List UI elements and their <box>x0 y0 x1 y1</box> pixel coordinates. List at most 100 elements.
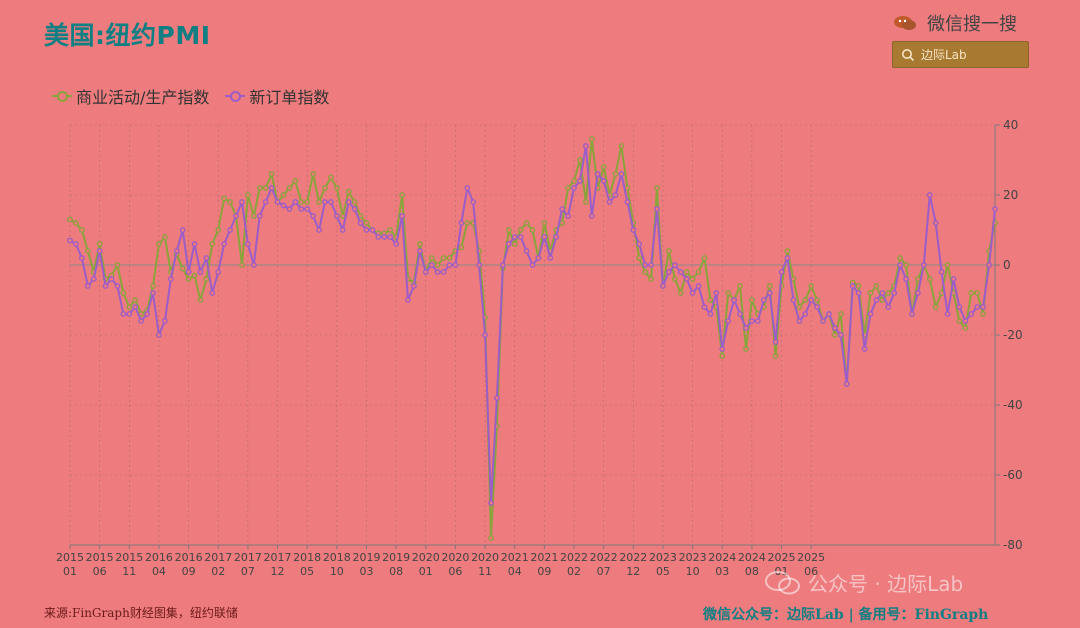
series-new-orders-point <box>731 297 737 303</box>
series-production-point <box>832 332 838 338</box>
series-production-point <box>488 535 494 541</box>
series-new-orders-point <box>286 206 293 212</box>
series-production-point <box>67 216 73 223</box>
series-production-point <box>749 297 755 303</box>
series-new-orders-point <box>298 206 305 212</box>
series-new-orders-line <box>69 145 996 504</box>
wechat-icon <box>894 16 916 30</box>
series-production-point <box>239 262 245 268</box>
series-new-orders-point <box>909 311 915 317</box>
series-new-orders-point <box>968 311 975 317</box>
series-new-orders-point <box>826 311 832 317</box>
series-new-orders-point <box>162 318 168 324</box>
series-new-orders-point <box>938 269 945 275</box>
series-new-orders-point <box>571 185 577 191</box>
series-new-orders-point <box>873 297 880 303</box>
series-new-orders-point <box>239 199 245 205</box>
series-new-orders-point <box>322 199 328 205</box>
x-tick-label-month: 07 <box>597 565 611 578</box>
series-production-point <box>725 290 732 296</box>
series-new-orders-point <box>452 262 459 268</box>
wechat-search-brand[interactable]: 微信搜一搜 <box>893 10 1017 36</box>
x-tick-label-month: 06 <box>448 565 462 578</box>
series-new-orders-point <box>784 255 791 261</box>
series-new-orders-point <box>754 318 761 324</box>
series-new-orders-point <box>802 311 809 317</box>
series-new-orders-point <box>926 192 933 198</box>
series-new-orders-point <box>505 241 512 247</box>
series-new-orders-point <box>974 304 981 310</box>
search-box[interactable]: 边际Lab <box>892 41 1029 68</box>
series-new-orders-point <box>132 304 139 310</box>
series-new-orders-point <box>494 395 500 401</box>
x-tick-label-year: 2020 <box>471 551 499 564</box>
series-production-point <box>221 195 228 202</box>
series-production-point <box>250 213 257 219</box>
series-new-orders-point <box>262 199 269 205</box>
series-new-orders-point <box>861 346 868 352</box>
x-tick-label-year: 2019 <box>352 551 380 564</box>
series-production-point <box>915 276 921 282</box>
series-new-orders-point <box>689 290 696 296</box>
series-new-orders-point <box>962 318 969 324</box>
legend-item-new-orders[interactable]: 新订单指数 <box>225 84 329 108</box>
series-new-orders-point <box>381 234 388 240</box>
series-production-point <box>867 290 874 296</box>
series-production-point <box>689 276 696 282</box>
x-tick-label-month: 04 <box>152 565 166 578</box>
series-new-orders-point <box>500 262 506 268</box>
series-new-orders-point <box>642 262 649 268</box>
series-production-point <box>571 178 577 184</box>
x-tick-label-month: 06 <box>93 565 107 578</box>
series-production-point <box>517 227 524 233</box>
x-tick-label-month: 03 <box>359 565 373 578</box>
search-text: 边际Lab <box>921 48 967 62</box>
series-production-point <box>245 192 251 198</box>
series-new-orders-point <box>630 227 637 233</box>
x-tick-label-year: 2021 <box>530 551 558 564</box>
series-production-point <box>310 171 316 177</box>
series-new-orders-point <box>517 234 524 240</box>
series-new-orders-point <box>84 283 91 289</box>
series-new-orders-point <box>808 297 815 303</box>
legend-item-production[interactable]: 商业活动/生产指数 <box>52 84 209 108</box>
x-tick-label-year: 2023 <box>649 551 677 564</box>
series-new-orders-point <box>820 318 826 324</box>
series-new-orders-point <box>156 332 162 338</box>
x-tick-label-year: 2023 <box>679 551 707 564</box>
footer-account: 微信公众号：边际Lab | 备用号：FinGraph <box>703 607 989 623</box>
x-tick-label-year: 2017 <box>264 551 292 564</box>
series-new-orders-point <box>292 199 299 205</box>
series-production-point <box>737 283 743 289</box>
x-tick-label-month: 02 <box>211 565 225 578</box>
legend-marker-production <box>52 90 72 102</box>
series-production-point <box>446 255 453 261</box>
series-new-orders-point <box>885 304 892 310</box>
series-production-point <box>162 234 168 240</box>
series-production-point <box>399 192 405 198</box>
series-new-orders-point <box>932 220 939 226</box>
series-production-point <box>808 283 815 289</box>
series-production-point <box>339 213 346 219</box>
series-new-orders-point <box>399 213 405 219</box>
series-production-point <box>464 220 471 226</box>
series-production-point <box>73 220 79 226</box>
x-tick-label-year: 2024 <box>738 551 766 564</box>
series-new-orders-point <box>369 227 376 233</box>
series-new-orders-point <box>144 311 150 317</box>
series-production-point <box>642 269 649 275</box>
series-new-orders-point <box>476 262 482 268</box>
series-production-point <box>114 262 121 268</box>
y-tick-label: -20 <box>1003 328 1023 342</box>
series-new-orders-point <box>666 269 672 275</box>
series-production-point <box>743 346 749 352</box>
series-production-point <box>624 185 631 191</box>
x-tick-label-year: 2022 <box>590 551 618 564</box>
series-new-orders-point <box>73 241 79 247</box>
series-production-point <box>351 199 358 205</box>
series-new-orders-point <box>992 206 998 212</box>
series-production-point <box>322 185 328 191</box>
x-tick-label-month: 03 <box>715 565 729 578</box>
series-production-point <box>701 255 708 261</box>
y-tick-label: -80 <box>1003 538 1023 552</box>
